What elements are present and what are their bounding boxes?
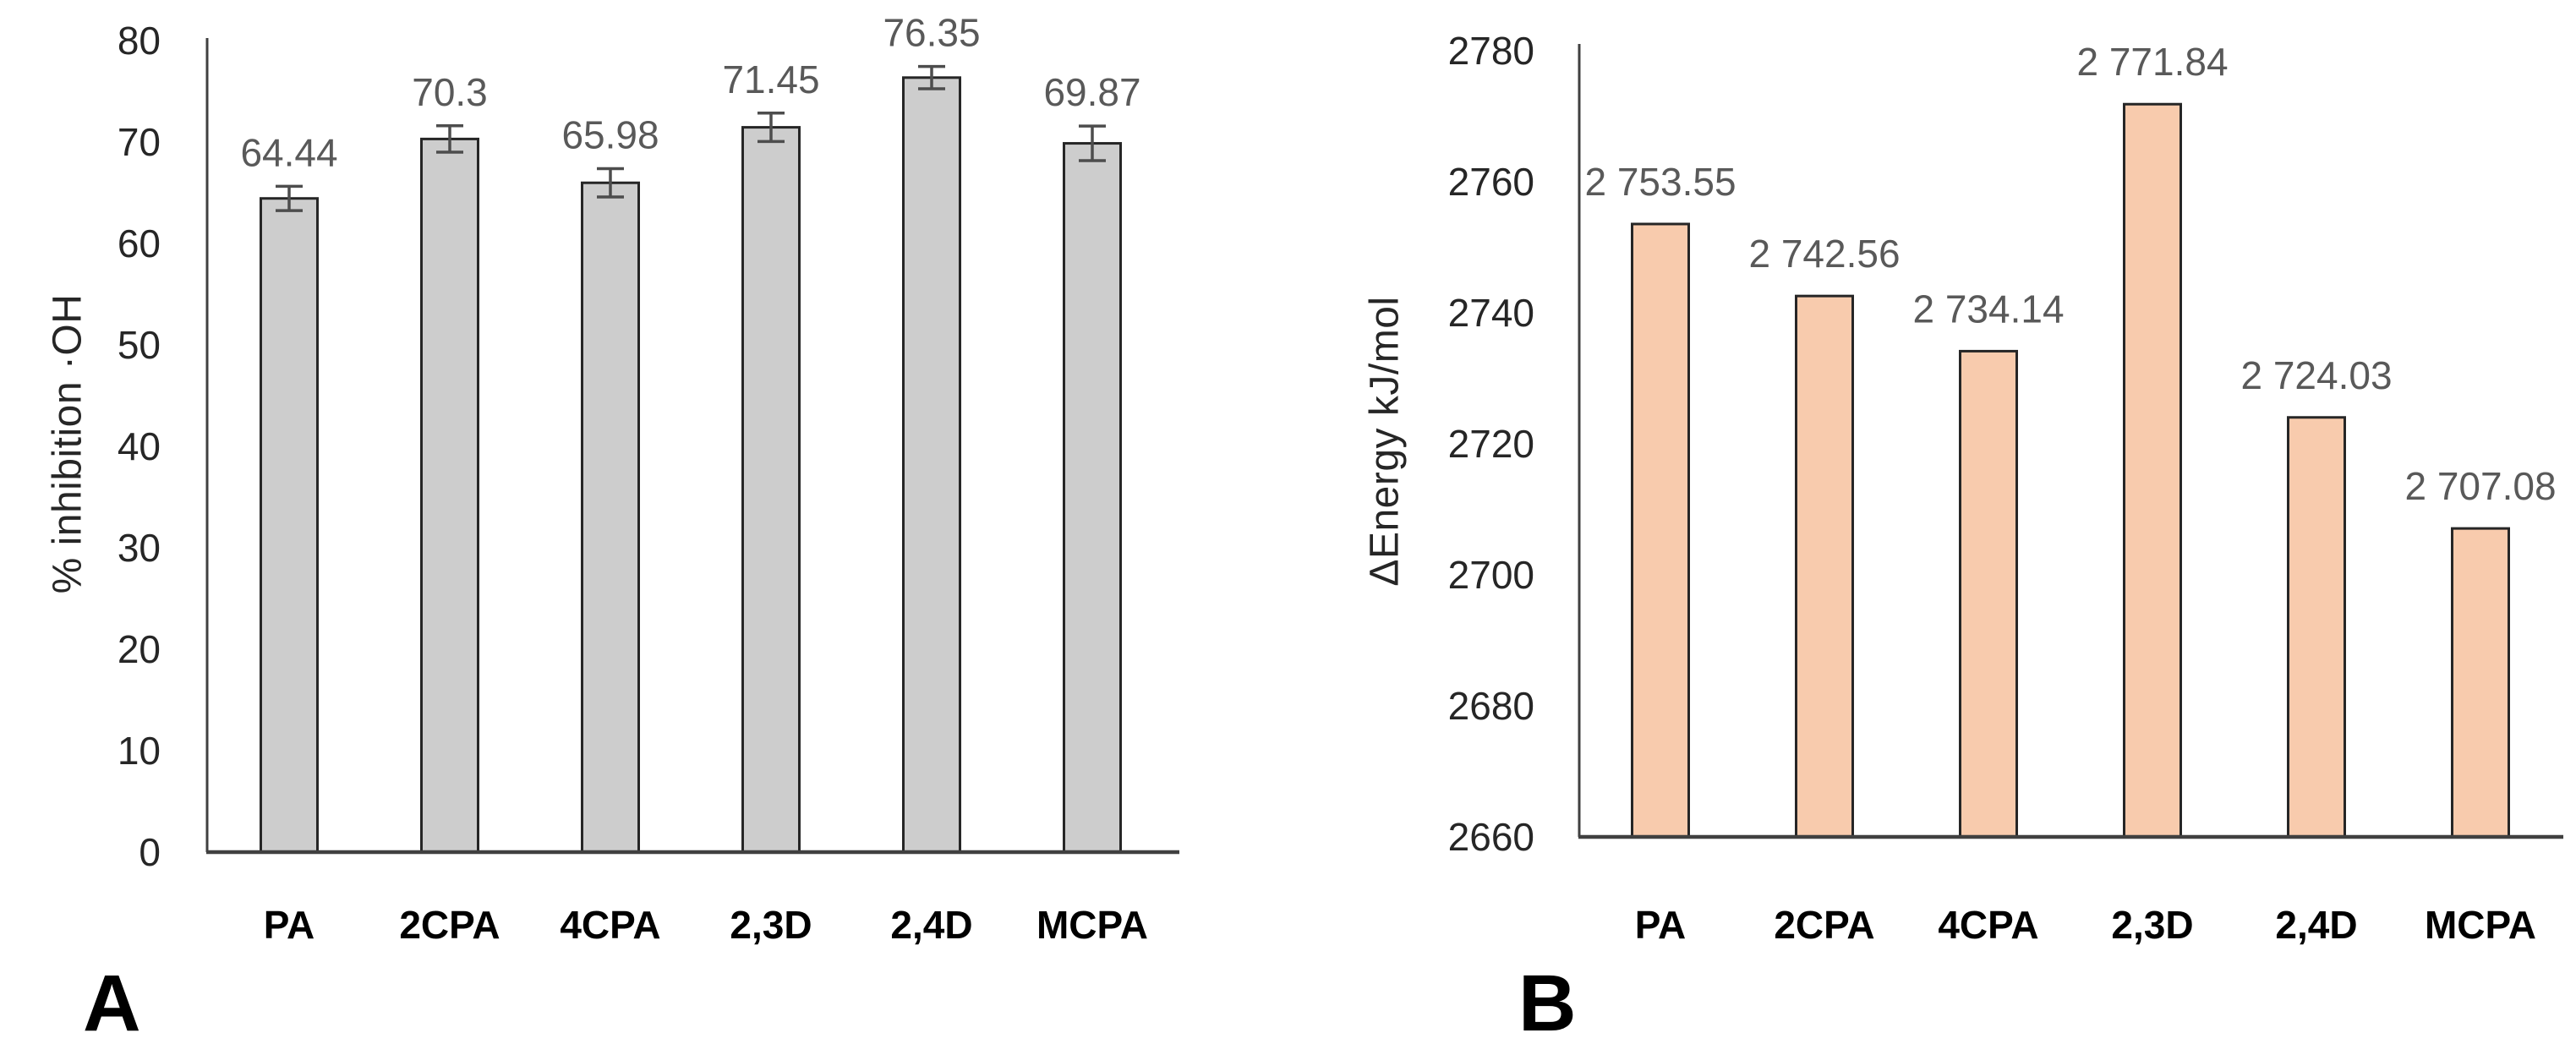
y-tick-label-a-80: 80 [118, 19, 161, 63]
y-tick-label-a-30: 30 [118, 526, 161, 570]
value-label-a-2,4D: 76.35 [883, 11, 980, 55]
y-tick-label-b-2740: 2740 [1448, 291, 1534, 335]
x-category-label-b-2,4D: 2,4D [2275, 903, 2357, 947]
x-category-label-a-PA: PA [264, 903, 315, 947]
bar-a-PA [260, 197, 319, 854]
bar-b-PA [1631, 222, 1690, 839]
x-category-label-b-MCPA: MCPA [2425, 903, 2536, 947]
value-label-b-2,4D: 2 724.03 [2240, 353, 2392, 397]
y-tick-label-b-2660: 2660 [1448, 815, 1534, 859]
bar-b-MCPA [2451, 527, 2510, 839]
value-label-a-MCPA: 69.87 [1043, 70, 1140, 114]
y-tick-label-b-2780: 2780 [1448, 29, 1534, 73]
value-label-a-2,3D: 71.45 [722, 57, 819, 101]
chart-panel-a: 0 10 20 30 40 50 60 70 80 64.44 70.3 65.98 71.45 76.3… [118, 11, 1179, 947]
bar-b-2CPA [1795, 294, 1854, 839]
error-bar-a-MCPA [1079, 124, 1106, 162]
error-bar-a-PA [276, 184, 303, 212]
y-tick-label-b-2720: 2720 [1448, 422, 1534, 466]
bar-a-2,3D [741, 126, 801, 854]
error-bar-a-2CPA [436, 124, 463, 154]
y-tick-label-b-2680: 2680 [1448, 684, 1534, 728]
value-label-b-4CPA: 2 734.14 [1912, 287, 2064, 331]
panel-label-b: B [1518, 959, 1577, 1044]
panel-label-a: A [83, 959, 141, 1044]
x-category-label-b-2CPA: 2CPA [1774, 903, 1874, 947]
bar-b-4CPA [1959, 349, 2018, 839]
y-tick-label-a-50: 50 [118, 323, 161, 367]
value-label-b-PA: 2 753.55 [1584, 160, 1736, 204]
value-label-b-2CPA: 2 742.56 [1748, 232, 1900, 276]
error-bar-a-2,4D [918, 64, 945, 90]
y-axis-title-inhibition: % inhibition ·OH [45, 293, 90, 594]
y-axis-title-energy: ΔEnergy kJ/mol [1362, 296, 1408, 587]
y-tick-label-b-2760: 2760 [1448, 160, 1534, 204]
bar-b-2,3D [2123, 102, 2182, 839]
value-label-a-PA: 64.44 [240, 130, 337, 174]
x-category-label-a-2,3D: 2,3D [730, 903, 812, 947]
x-category-label-b-2,3D: 2,3D [2111, 903, 2193, 947]
x-category-label-a-2,4D: 2,4D [890, 903, 972, 947]
y-tick-label-a-20: 20 [118, 627, 161, 671]
error-bar-a-2,3D [757, 112, 785, 144]
y-tick-label-b-2700: 2700 [1448, 553, 1534, 597]
value-label-b-MCPA: 2 707.08 [2404, 464, 2556, 508]
bar-a-2CPA [420, 137, 479, 854]
x-category-label-b-PA: PA [1635, 903, 1687, 947]
bar-b-2,4D [2287, 416, 2346, 839]
bar-a-4CPA [581, 181, 640, 854]
error-bar-a-4CPA [597, 167, 624, 199]
y-tick-label-a-70: 70 [118, 120, 161, 164]
x-category-label-b-4CPA: 4CPA [1938, 903, 2038, 947]
x-category-label-a-4CPA: 4CPA [560, 903, 660, 947]
chart-panel-b: 2660 2680 2700 2720 2740 2760 2780 2 753.55 2 74… [1448, 29, 2563, 947]
value-label-b-2,3D: 2 771.84 [2076, 40, 2228, 84]
value-label-a-2CPA: 70.3 [412, 70, 488, 114]
value-label-a-4CPA: 65.98 [561, 112, 659, 156]
y-tick-label-a-10: 10 [118, 729, 161, 773]
x-category-label-a-2CPA: 2CPA [399, 903, 500, 947]
x-category-label-a-MCPA: MCPA [1036, 903, 1148, 947]
y-tick-label-a-60: 60 [118, 221, 161, 265]
y-tick-label-a-0: 0 [139, 830, 161, 874]
y-tick-label-a-40: 40 [118, 424, 161, 468]
bar-a-MCPA [1063, 142, 1122, 854]
bar-a-2,4D [902, 76, 961, 854]
